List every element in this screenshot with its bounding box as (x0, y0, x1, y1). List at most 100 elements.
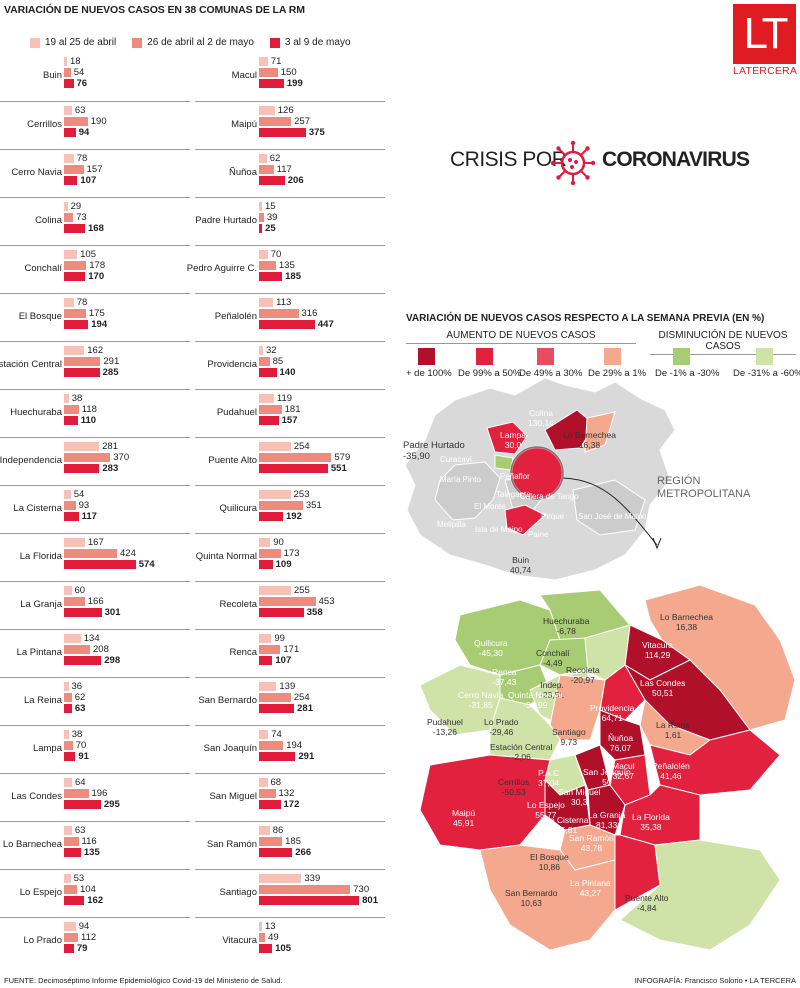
map-label-la-cisterna: La Cisterna 25,81 (545, 815, 589, 835)
comuna-label: Pedro Aguirre C. (186, 263, 257, 274)
bar-week-1: 255 (259, 585, 310, 596)
region-name-talagante: Talagante (496, 490, 531, 499)
bar-group: 64 196 295 (64, 777, 120, 811)
bar-group: 71 150 199 (259, 56, 303, 90)
bar-week-3: 94 (64, 127, 89, 138)
bar-group: 29 73 168 (64, 201, 104, 235)
bar-week-2: 132 (259, 788, 294, 799)
bar-value-label: 15 (265, 201, 276, 212)
bar-value-label: 70 (270, 249, 282, 260)
bar-value-label: 119 (276, 393, 293, 404)
comuna-label: Quinta Normal (195, 551, 257, 562)
bar-week-1: 54 (64, 489, 84, 500)
bar-week-1: 254 (259, 441, 310, 452)
bar-row: Pedro Aguirre C. 70 135 185 (187, 245, 385, 293)
bar-week-1: 64 (64, 777, 86, 788)
bar-value-label: 139 (279, 681, 296, 692)
bar-value-label: 291 (298, 751, 315, 762)
bar-week-2: 178 (64, 260, 105, 271)
bar-week-2: 112 (64, 932, 96, 943)
bar-week-1: 71 (259, 56, 281, 67)
bar-group: 86 185 266 (259, 825, 311, 859)
region-name-isla-de-maipo: Isla de Maipo (475, 525, 523, 534)
bar-row: Lo Barnechea 63 116 135 (0, 821, 190, 869)
bar-value-label: 370 (113, 452, 130, 463)
bar-row: Cerro Navia 78 157 107 (0, 149, 190, 197)
map-label-lampa: Lampa 30,0 (500, 430, 526, 450)
bar-value-label: 54 (73, 489, 85, 500)
bar-value-label: 117 (81, 511, 97, 522)
bar-week-3: 285 (64, 367, 118, 378)
bar-value-label: 253 (293, 489, 310, 500)
map-label-macul: Macul 32,67 (612, 761, 635, 781)
bar-week-1: 60 (64, 585, 85, 596)
bar-week-1: 63 (64, 825, 85, 836)
bar-week-1: 70 (259, 249, 281, 260)
comuna-label: Puente Alto (208, 455, 257, 466)
bar-value-label: 162 (87, 345, 104, 356)
map-label-pac: P.A.C 37,04 (538, 768, 560, 788)
bar-week-1: 53 (64, 873, 84, 884)
bar-value-label: 208 (93, 644, 109, 655)
bar-value-label: 71 (270, 56, 282, 67)
chart-legend: 19 al 25 de abril 26 de abril al 2 de ma… (30, 37, 351, 48)
map-label-las-condes: Las Condes 50,51 (640, 678, 686, 698)
bar-group: 253 351 192 (259, 489, 322, 523)
bar-row: Santiago 339 730 801 (195, 869, 385, 917)
bar-week-3: 801 (259, 895, 378, 906)
bar-value-label: 424 (120, 548, 136, 559)
bar-value-label: 168 (88, 223, 104, 234)
region-label: REGIÓN METROPOLITANA (657, 475, 751, 500)
map-legend-swatch-6 (756, 348, 773, 365)
bar-week-3: 291 (259, 751, 314, 762)
comuna-label: Huechuraba (10, 407, 62, 418)
map-legend-swatch-1 (418, 348, 435, 365)
bar-value-label: 13 (265, 921, 276, 932)
map-label-penalolen: Peñalolén 41,46 (652, 761, 690, 781)
region-name-til-til: Til Til (478, 380, 497, 389)
bar-week-2: 118 (64, 404, 97, 415)
bar-value-label: 190 (90, 116, 107, 127)
bar-group: 53 104 162 (64, 873, 103, 907)
bar-week-1: 68 (259, 777, 281, 788)
map-label-estacion-central: Estación Central -2,06 (490, 742, 553, 762)
map-label-el-bosque: El Bosque 10,86 (530, 852, 569, 872)
bar-group: 281 370 283 (64, 441, 129, 475)
comuna-label: Lampa (32, 743, 62, 754)
bar-value-label: 167 (87, 537, 104, 548)
comuna-label: Maipú (231, 119, 257, 130)
bar-row: Independencia 281 370 283 (0, 437, 190, 485)
region-name-paine: Paine (528, 530, 549, 539)
bar-row: Lo Prado 94 112 79 (0, 917, 190, 965)
map-legend-label-1: + de 100% (406, 368, 452, 379)
bar-value-label: 134 (83, 633, 100, 644)
comuna-label: Peñalolén (214, 311, 257, 322)
bar-value-label: 254 (293, 692, 310, 703)
bar-group: 105 178 170 (64, 249, 105, 283)
bar-value-label: 453 (318, 596, 335, 607)
comuna-label: La Granja (20, 599, 62, 610)
bar-value-label: 175 (88, 308, 105, 319)
bar-value-label: 173 (283, 548, 300, 559)
region-name-el-monte: El Monte (474, 502, 506, 511)
map-legend-label-5: De -1% a -30% (655, 368, 720, 379)
bar-value-label: 257 (294, 116, 310, 127)
bar-value-label: 94 (78, 127, 90, 138)
crisis-pre: CRISIS POR (450, 148, 567, 171)
bar-group: 38 70 91 (64, 729, 89, 763)
bar-week-1: 126 (259, 105, 294, 116)
bar-group: 167 424 574 (64, 537, 155, 571)
bar-row: Las Condes 64 196 295 (0, 773, 190, 821)
bar-week-2: 171 (259, 644, 299, 655)
bar-value-label: 166 (87, 596, 104, 607)
map-label-san-joaquin: San Joaquín 50 (583, 767, 631, 787)
bar-week-3: 281 (259, 703, 313, 714)
bar-week-3: 358 (259, 607, 323, 618)
bar-row: San Ramón 86 185 266 (195, 821, 385, 869)
bar-week-1: 13 (259, 921, 276, 932)
bar-week-3: 192 (259, 511, 302, 522)
map-label-san-ramon: San Ramón 43,78 (569, 833, 614, 853)
bar-group: 78 157 107 (64, 153, 102, 187)
bar-week-2: 93 (64, 500, 89, 511)
bar-value-label: 135 (278, 260, 295, 271)
